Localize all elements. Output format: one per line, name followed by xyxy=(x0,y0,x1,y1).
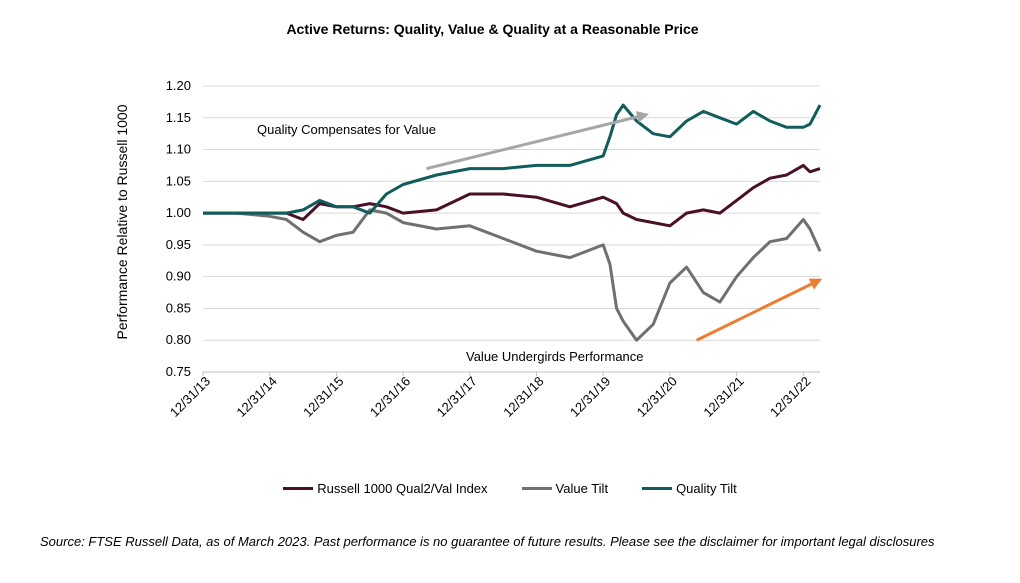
source-note: Source: FTSE Russell Data, as of March 2… xyxy=(40,534,935,549)
annotation-arrow-1 xyxy=(695,278,823,342)
y-tick-label: 1.20 xyxy=(166,78,191,93)
legend-item-value-tilt: Value Tilt xyxy=(521,481,609,496)
x-tick-label: 12/31/20 xyxy=(634,374,680,420)
legend-swatch-value-tilt xyxy=(521,487,552,490)
x-tick-label: 12/31/21 xyxy=(700,374,746,420)
series-line-value-tilt xyxy=(203,208,822,342)
y-tick-label: 1.00 xyxy=(166,205,191,220)
chart-legend: Russell 1000 Qual2/Val Index Value Tilt … xyxy=(0,481,1020,496)
y-tick-label: 0.90 xyxy=(166,269,191,284)
legend-label-value-tilt: Value Tilt xyxy=(555,481,609,496)
legend-label-qual2-val: Russell 1000 Qual2/Val Index xyxy=(317,481,488,496)
x-tick-label: 12/31/15 xyxy=(300,374,346,420)
y-tick-label: 0.95 xyxy=(166,237,191,252)
annotation-quality-compensates: Quality Compensates for Value xyxy=(257,122,436,137)
y-tick-label: 1.10 xyxy=(166,142,191,157)
y-tick-label: 0.85 xyxy=(166,300,191,315)
legend-swatch-qual2-val xyxy=(283,487,314,490)
legend-label-quality-tilt: Quality Tilt xyxy=(676,481,737,496)
x-tick-label: 12/31/18 xyxy=(500,374,546,420)
x-tick-label: 12/31/13 xyxy=(167,374,213,420)
annotation-arrow-0 xyxy=(426,111,649,171)
x-tick-label: 12/31/22 xyxy=(767,374,813,420)
y-tick-label: 0.75 xyxy=(166,364,191,379)
y-tick-label: 0.80 xyxy=(166,332,191,347)
series-line-quality-tilt xyxy=(203,103,822,215)
legend-item-qual2-val: Russell 1000 Qual2/Val Index xyxy=(283,481,488,496)
chart-title: Active Returns: Quality, Value & Quality… xyxy=(286,21,699,37)
x-tick-label: 12/31/19 xyxy=(567,374,613,420)
legend-item-quality-tilt: Quality Tilt xyxy=(642,481,737,496)
x-tick-label: 12/31/14 xyxy=(233,374,279,420)
annotation-value-undergirds: Value Undergirds Performance xyxy=(466,349,644,364)
x-tick-label: 12/31/16 xyxy=(367,374,413,420)
x-tick-label: 12/31/17 xyxy=(434,374,480,420)
y-tick-label: 1.05 xyxy=(166,173,191,188)
y-tick-label: 1.15 xyxy=(166,110,191,125)
series-line-russell-1000-qual2-val-index xyxy=(203,163,821,228)
legend-swatch-quality-tilt xyxy=(642,487,673,490)
